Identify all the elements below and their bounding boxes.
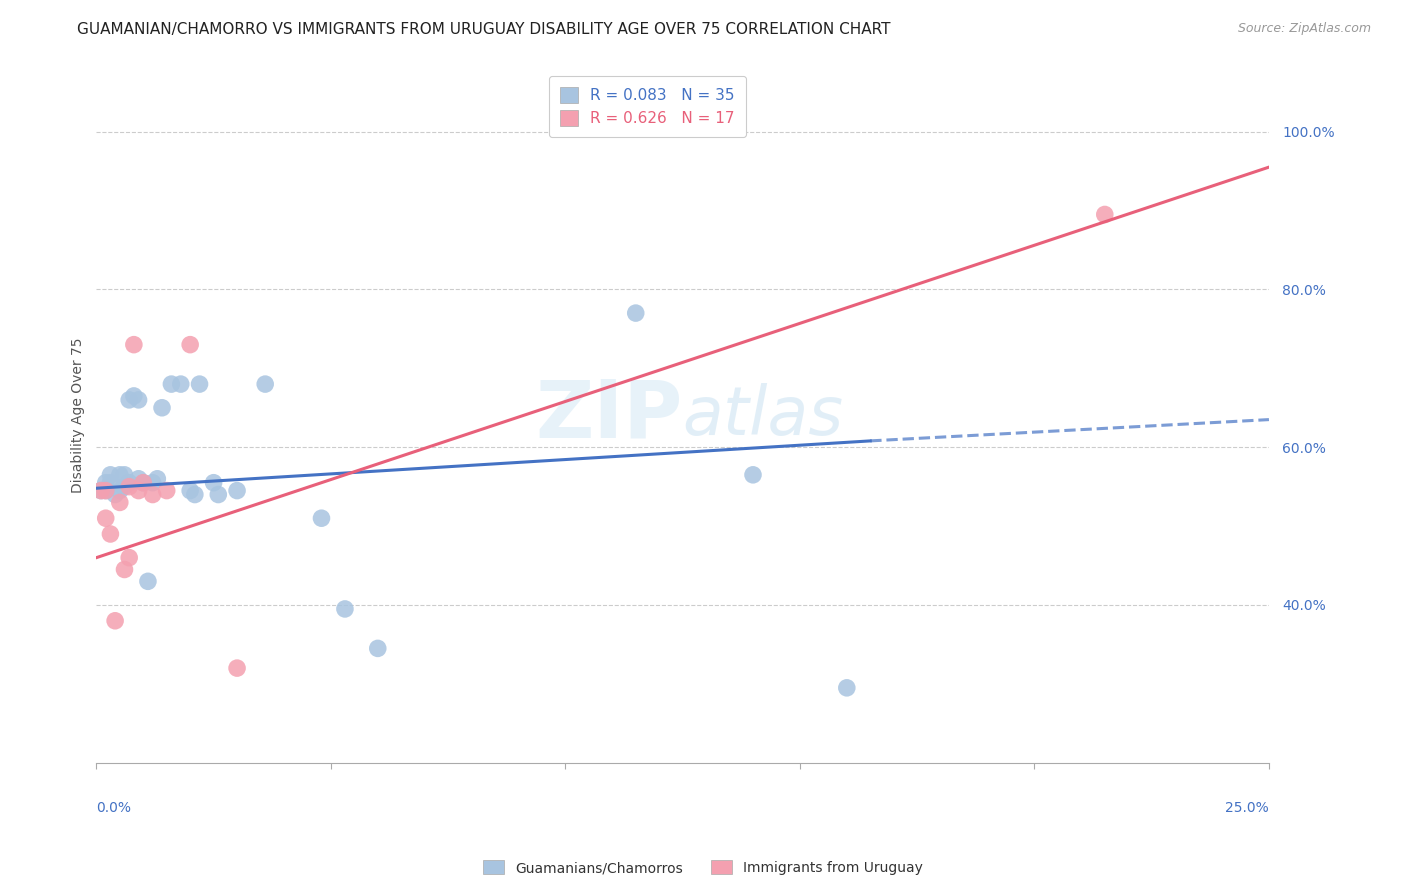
Point — [136, 574, 159, 589]
Legend: Guamanians/Chamorros, Immigrants from Uruguay: Guamanians/Chamorros, Immigrants from Ur… — [478, 855, 928, 880]
Point — [142, 475, 165, 490]
Point — [114, 562, 136, 576]
Text: 0.0%: 0.0% — [97, 801, 131, 815]
Point — [94, 483, 117, 498]
Point — [128, 472, 150, 486]
Point — [179, 483, 201, 498]
Point — [1094, 207, 1116, 221]
Point — [100, 527, 122, 541]
Y-axis label: Disability Age Over 75: Disability Age Over 75 — [72, 338, 86, 493]
Text: atlas: atlas — [683, 383, 844, 449]
Point — [90, 483, 112, 498]
Point — [742, 467, 765, 482]
Text: Source: ZipAtlas.com: Source: ZipAtlas.com — [1237, 22, 1371, 36]
Point — [108, 467, 131, 482]
Point — [835, 681, 858, 695]
Point — [160, 377, 183, 392]
Point — [114, 480, 136, 494]
Point — [90, 483, 112, 498]
Point — [226, 483, 249, 498]
Point — [108, 495, 131, 509]
Point — [104, 614, 127, 628]
Point — [94, 483, 117, 498]
Text: ZIP: ZIP — [536, 376, 683, 455]
Point — [94, 511, 117, 525]
Point — [367, 641, 389, 656]
Point — [156, 483, 179, 498]
Point — [226, 661, 249, 675]
Point — [118, 550, 141, 565]
Point — [188, 377, 211, 392]
Point — [118, 475, 141, 490]
Point — [100, 467, 122, 482]
Point — [118, 392, 141, 407]
Point — [122, 337, 145, 351]
Point — [202, 475, 225, 490]
Point — [207, 487, 229, 501]
Legend: R = 0.083   N = 35, R = 0.626   N = 17: R = 0.083 N = 35, R = 0.626 N = 17 — [550, 76, 745, 137]
Point — [104, 487, 127, 501]
Point — [142, 487, 165, 501]
Point — [146, 472, 169, 486]
Point — [128, 392, 150, 407]
Point — [132, 475, 155, 490]
Point — [254, 377, 277, 392]
Point — [94, 475, 117, 490]
Point — [114, 467, 136, 482]
Point — [311, 511, 333, 525]
Point — [333, 602, 356, 616]
Point — [100, 475, 122, 490]
Point — [150, 401, 173, 415]
Point — [128, 483, 150, 498]
Point — [132, 475, 155, 490]
Text: GUAMANIAN/CHAMORRO VS IMMIGRANTS FROM URUGUAY DISABILITY AGE OVER 75 CORRELATION: GUAMANIAN/CHAMORRO VS IMMIGRANTS FROM UR… — [77, 22, 891, 37]
Point — [179, 337, 201, 351]
Point — [624, 306, 647, 320]
Point — [170, 377, 193, 392]
Point — [118, 480, 141, 494]
Point — [122, 389, 145, 403]
Point — [184, 487, 207, 501]
Text: 25.0%: 25.0% — [1225, 801, 1270, 815]
Point — [108, 483, 131, 498]
